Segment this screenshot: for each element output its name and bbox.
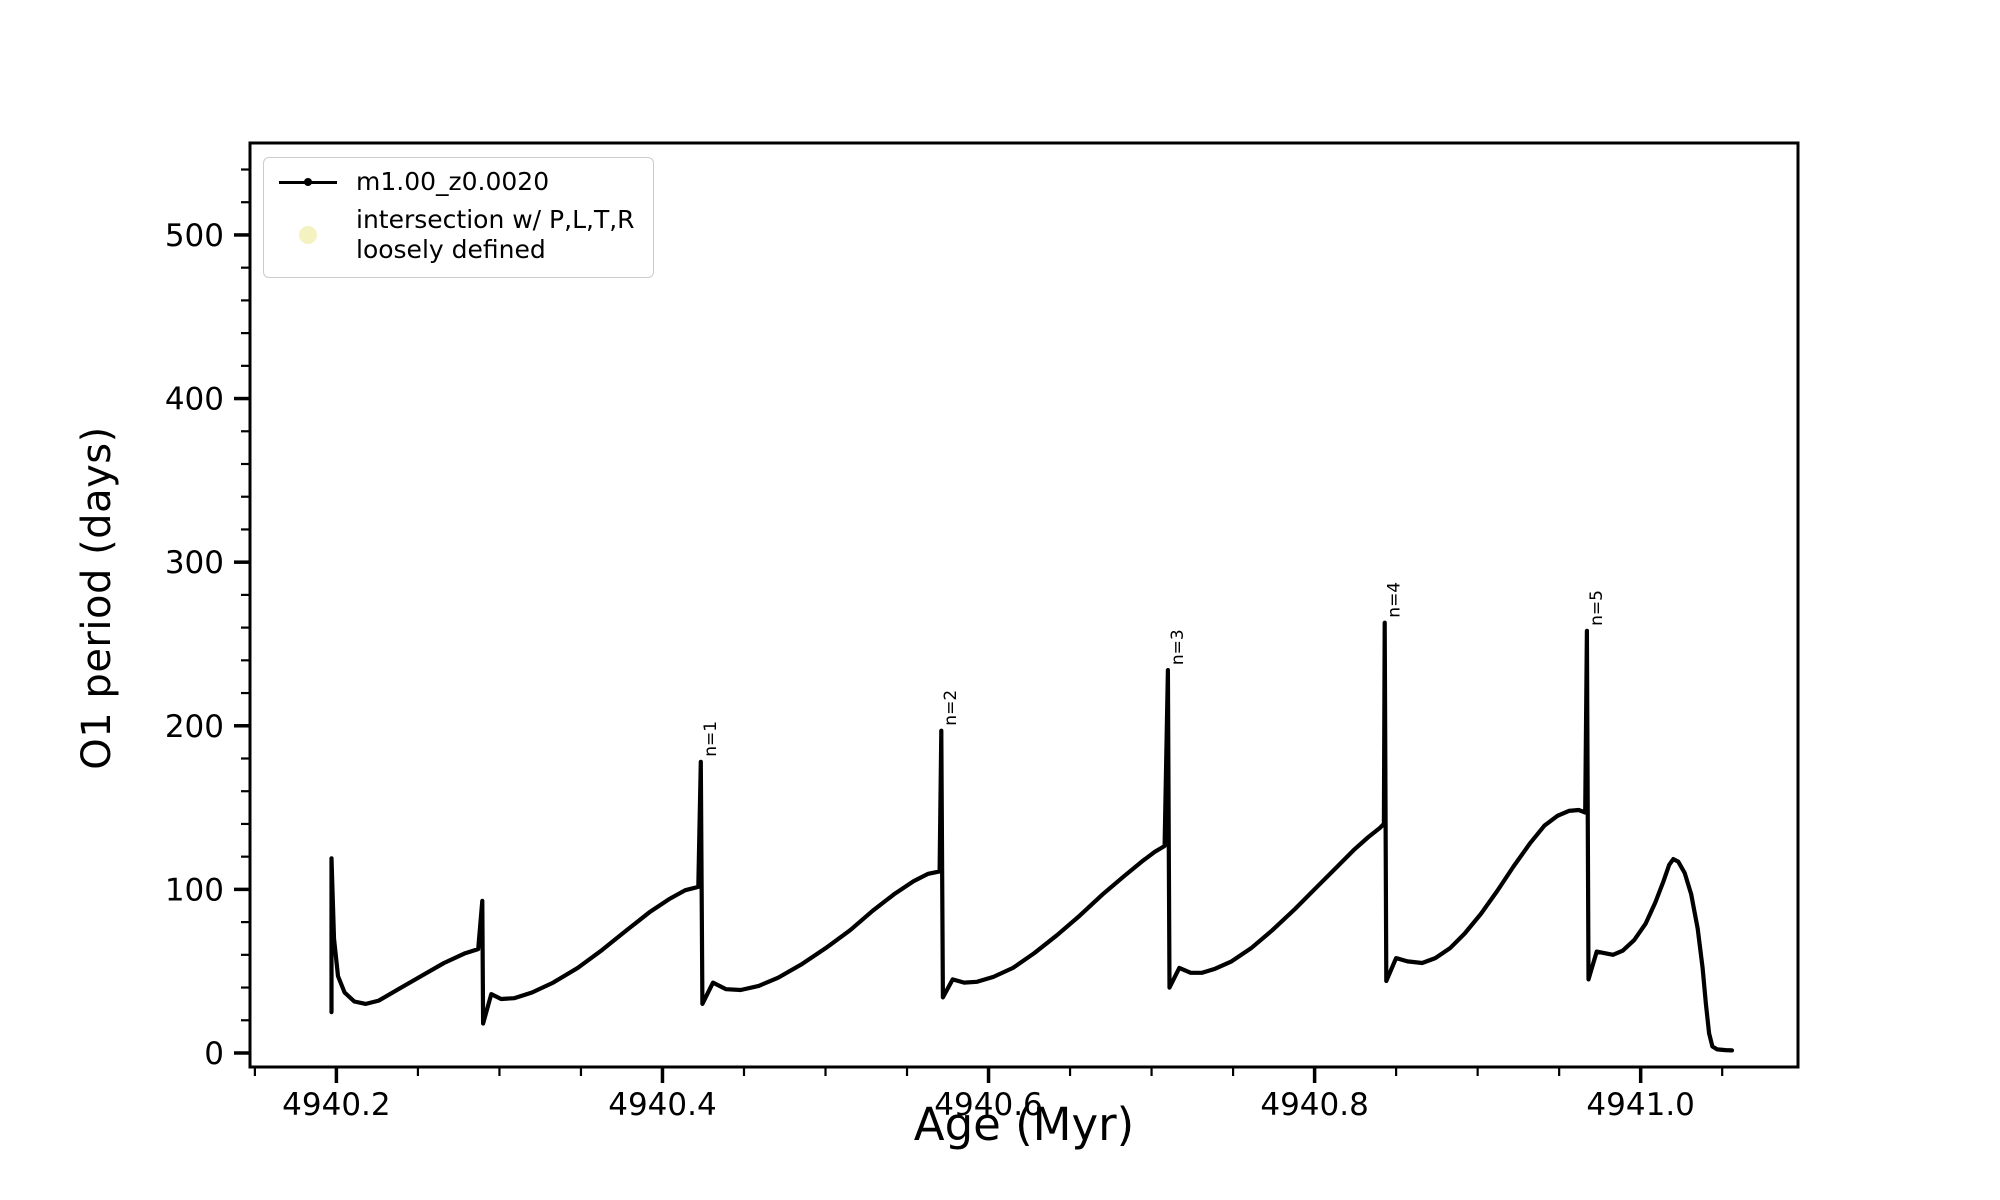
legend-label-intersection-line2: loosely defined xyxy=(356,235,546,264)
svg-text:4940.4: 4940.4 xyxy=(608,1087,716,1123)
spike-annotations: n=1 n=2 n=3 n=4 n=5 xyxy=(701,582,1607,757)
svg-text:100: 100 xyxy=(165,872,224,908)
annotation-n1: n=1 xyxy=(701,721,721,757)
svg-text:4941.0: 4941.0 xyxy=(1586,1087,1694,1123)
major-ticks xyxy=(234,233,1643,1083)
series-line xyxy=(329,620,1735,1053)
legend-label-intersection-line1: intersection w/ P,L,T,R xyxy=(356,204,635,234)
svg-text:300: 300 xyxy=(165,545,224,581)
legend-entry-series: m1.00_z0.0020 xyxy=(276,167,635,198)
x-axis-label: Age (Myr) xyxy=(913,1098,1135,1151)
svg-text:400: 400 xyxy=(165,382,224,418)
svg-text:4940.8: 4940.8 xyxy=(1260,1087,1368,1123)
legend-line-dot-marker xyxy=(276,178,340,187)
svg-text:200: 200 xyxy=(165,709,224,745)
legend-label-intersection: intersection w/ P,L,T,R loosely defined xyxy=(356,205,635,266)
svg-text:4940.2: 4940.2 xyxy=(282,1087,390,1123)
annotation-n3: n=3 xyxy=(1168,629,1188,665)
legend: m1.00_z0.0020 intersection w/ P,L,T,R lo… xyxy=(263,157,654,278)
annotation-n5: n=5 xyxy=(1587,590,1607,626)
minor-ticks xyxy=(241,168,1724,1076)
svg-text:500: 500 xyxy=(165,218,224,254)
y-axis-label: O1 period (days) xyxy=(74,426,120,770)
svg-text:4940.6: 4940.6 xyxy=(934,1087,1042,1123)
annotation-n2: n=2 xyxy=(941,690,961,726)
legend-circle-marker xyxy=(276,226,340,244)
plot-frame xyxy=(248,141,1800,1069)
svg-text:0: 0 xyxy=(204,1036,224,1072)
legend-label-series: m1.00_z0.0020 xyxy=(356,167,550,196)
tick-labels: 4940.2 4940.4 4940.6 4940.8 4941.0 0 100 200 300… xyxy=(165,218,1695,1123)
legend-entry-intersection: intersection w/ P,L,T,R loosely defined xyxy=(276,205,635,266)
annotation-n4: n=4 xyxy=(1385,582,1405,618)
